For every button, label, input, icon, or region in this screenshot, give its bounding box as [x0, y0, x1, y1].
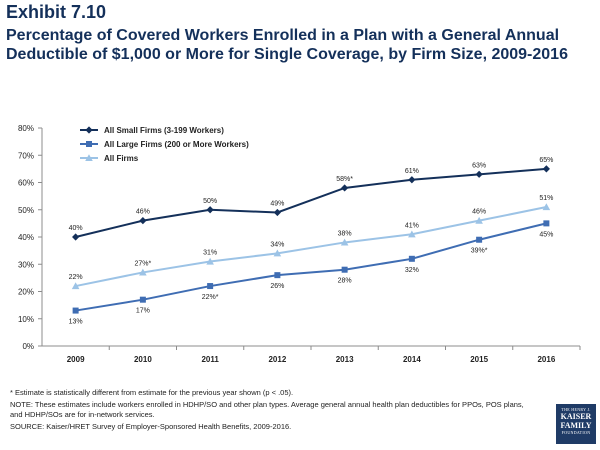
x-tick-label: 2010	[134, 355, 152, 364]
x-tick-label: 2012	[268, 355, 286, 364]
x-tick-label: 2014	[403, 355, 421, 364]
line-chart: 0%10%20%30%40%50%60%70%80% 2009 2010 2011 2…	[18, 124, 581, 364]
data-point	[206, 206, 214, 214]
exhibit-number: Exhibit 7.10	[6, 2, 107, 22]
kaiser-logo: THE HENRY J. KAISER FAMILY FOUNDATION	[556, 404, 596, 444]
data-point	[543, 220, 550, 227]
y-tick-label: 0%	[22, 342, 34, 351]
data-label: 34%	[270, 241, 284, 248]
legend-item-1: All Small Firms (3-199 Workers)	[80, 126, 224, 135]
series-3: 22% 27%* 31% 34% 38% 41% 46% 51%	[69, 195, 553, 290]
x-tick-label: 2015	[470, 355, 488, 364]
legend-item-2: All Large Firms (200 or More Workers)	[80, 140, 249, 149]
x-tick-label: 2016	[537, 355, 555, 364]
data-label: 46%	[136, 209, 150, 216]
legend-swatch-marker	[86, 141, 92, 147]
data-point	[341, 184, 349, 192]
series-line	[75, 167, 547, 238]
y-tick-label: 10%	[18, 315, 34, 324]
data-label: 26%	[270, 283, 284, 290]
data-label: 65%	[539, 157, 553, 164]
legend-swatch-marker	[85, 126, 93, 134]
data-point	[72, 233, 80, 241]
data-point	[408, 176, 416, 184]
data-point	[273, 208, 281, 217]
legend-label: All Small Firms (3-199 Workers)	[104, 126, 224, 135]
data-point	[139, 217, 147, 225]
data-label: 49%	[270, 200, 284, 207]
data-point	[72, 307, 79, 314]
legend: All Small Firms (3-199 Workers) All Large…	[80, 126, 249, 163]
series-line	[75, 206, 547, 288]
data-label: 46%	[472, 209, 486, 216]
data-point	[139, 296, 146, 303]
legend-swatch-marker	[85, 154, 93, 162]
data-label: 27%*	[135, 260, 152, 267]
data-point	[341, 266, 348, 273]
y-tick-label: 60%	[18, 179, 34, 188]
logo-top-text: THE HENRY J.	[561, 407, 591, 412]
data-label: 22%	[69, 274, 83, 281]
x-tick-label: 2009	[67, 355, 85, 364]
chart-title: Percentage of Covered Workers Enrolled i…	[6, 27, 568, 63]
data-point	[408, 230, 416, 238]
data-label: 31%	[203, 250, 217, 257]
data-point	[274, 272, 281, 279]
x-tick-label: 2013	[336, 355, 354, 364]
data-label: 32%	[405, 267, 419, 274]
series-line	[75, 222, 547, 312]
x-axis: 2009 2010 2011 2012 2013 2014 2015 2016	[42, 345, 581, 364]
footnotes: * Estimate is statistically different fr…	[10, 388, 530, 434]
legend-label: All Firms	[104, 154, 139, 163]
y-axis: 0% 10% 20% 30% 40% 50% 60% 70% 80%	[18, 124, 43, 351]
data-label: 51%	[539, 195, 553, 202]
data-label: 39%*	[471, 248, 488, 255]
data-point	[139, 268, 147, 276]
data-point	[475, 216, 483, 224]
data-point	[408, 255, 415, 262]
data-point	[476, 236, 483, 243]
data-label: 13%	[69, 319, 83, 326]
data-point	[273, 249, 282, 257]
data-label: 61%	[405, 168, 419, 175]
source-text: SOURCE: Kaiser/HRET Survey of Employer-S…	[10, 422, 292, 431]
y-tick-label: 20%	[18, 288, 34, 297]
data-point	[206, 257, 214, 265]
y-tick-label: 30%	[18, 260, 34, 269]
x-tick-label: 2011	[201, 355, 219, 364]
y-tick-label: 50%	[18, 206, 34, 215]
data-label: 40%	[69, 225, 83, 232]
data-label: 50%	[203, 198, 217, 205]
data-label: 45%	[539, 231, 553, 238]
y-tick-label: 80%	[18, 124, 34, 133]
legend-label: All Large Firms (200 or More Workers)	[104, 140, 249, 149]
data-point	[475, 170, 483, 178]
data-point	[340, 238, 349, 246]
data-label: 28%	[338, 278, 352, 285]
logo-family-text: FAMILY	[560, 421, 592, 430]
series-layer: 40% 46% 50% 49% 58%* 61% 63% 65% 13% 17% 22%* 26% 28…	[69, 157, 554, 326]
data-point	[542, 203, 551, 211]
data-point	[71, 282, 80, 290]
data-label: 22%*	[202, 294, 219, 301]
data-point	[542, 165, 550, 173]
data-label: 38%	[338, 230, 352, 237]
logo-kaiser-text: KAISER	[560, 412, 592, 421]
y-tick-label: 70%	[18, 151, 34, 160]
series-2: 13% 17% 22%* 26% 28% 32% 39%* 45%	[69, 220, 553, 326]
legend-item-3: All Firms	[80, 154, 139, 163]
series-1: 40% 46% 50% 49% 58%* 61% 63% 65%	[69, 157, 553, 241]
logo-foundation-text: FOUNDATION	[561, 430, 591, 435]
asterisk-note: * Estimate is statistically different fr…	[10, 388, 294, 397]
note-text: NOTE: These estimates include workers en…	[10, 400, 524, 419]
data-label: 63%	[472, 162, 486, 169]
data-label: 17%	[136, 308, 150, 315]
data-label: 41%	[405, 222, 419, 229]
y-tick-label: 40%	[18, 233, 34, 242]
data-label: 58%*	[336, 176, 353, 183]
data-point	[207, 283, 214, 290]
